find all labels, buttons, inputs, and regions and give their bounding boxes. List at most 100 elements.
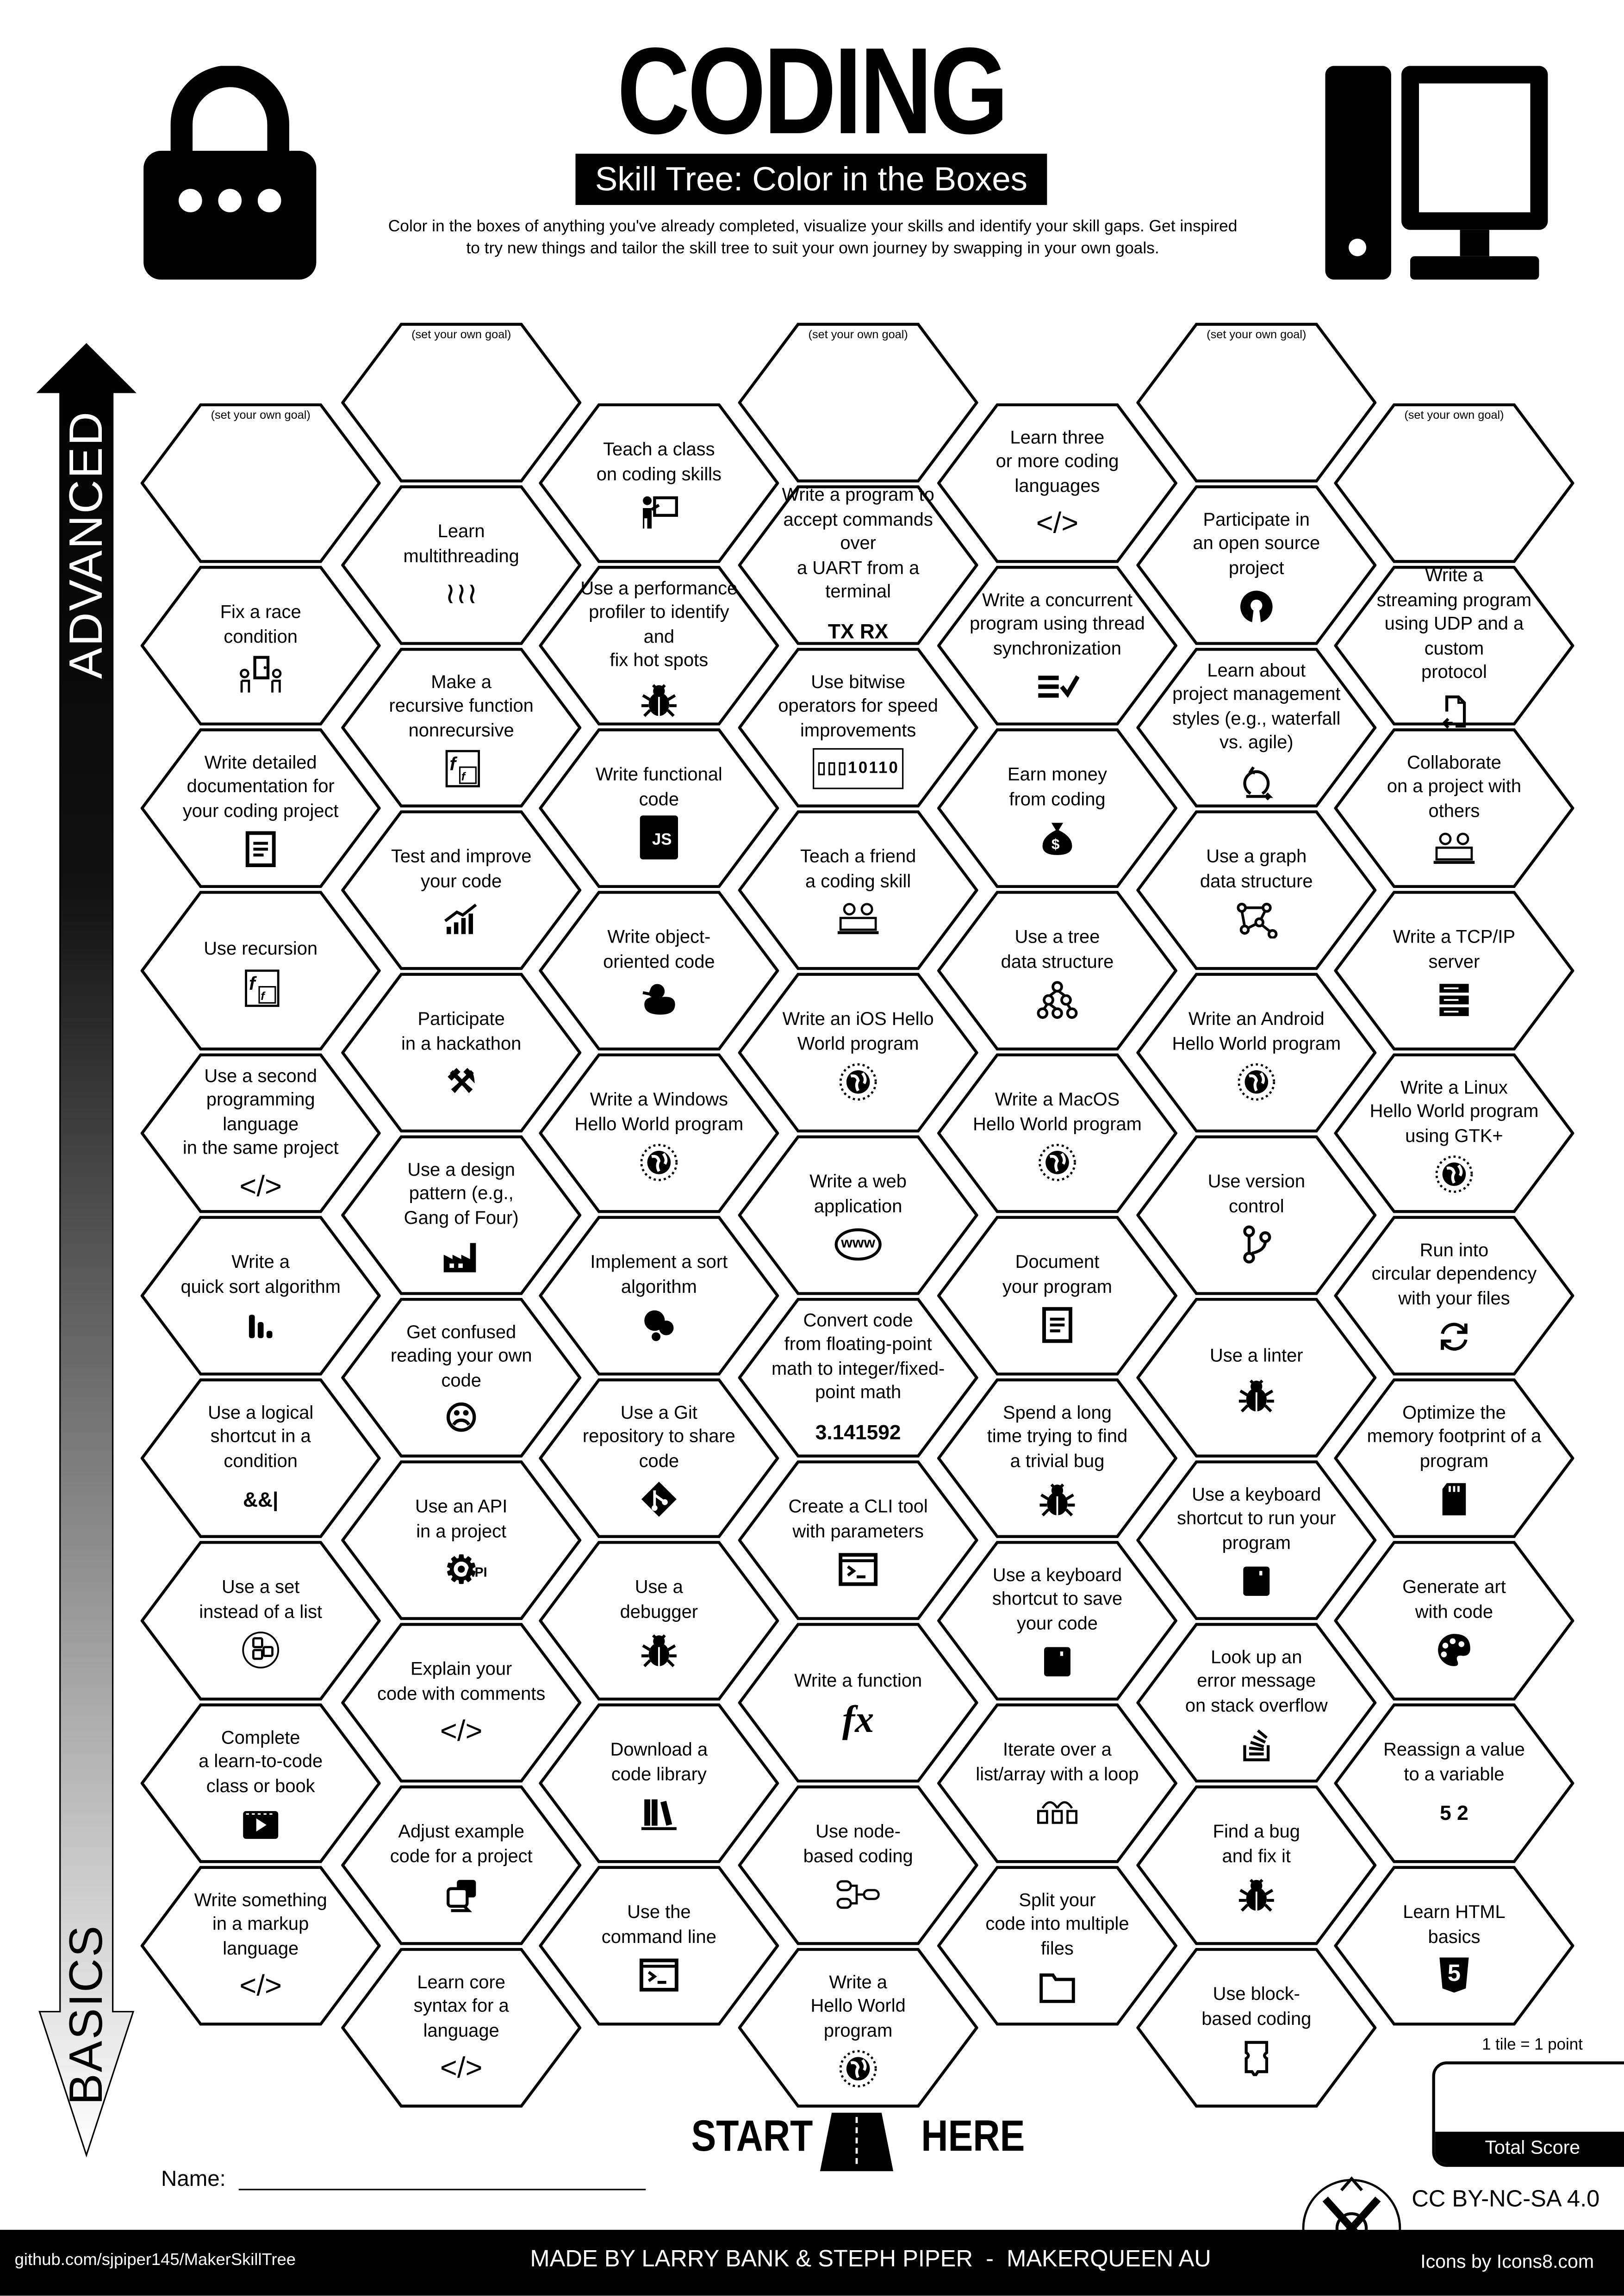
skill-tile[interactable]: Use a graph data structure (1136, 810, 1377, 971)
skill-tile[interactable]: Find a bug and fix it (1136, 1785, 1377, 1946)
sd-card-icon (1432, 1481, 1476, 1519)
skill-label: Use a tree data structure (1001, 926, 1114, 972)
key-icon (1234, 1563, 1278, 1601)
skill-tile[interactable]: Use a design pattern (e.g., Gang of Four… (341, 1135, 582, 1296)
description-line: Color in the boxes of anything you've al… (388, 218, 1238, 236)
hex-outline (1334, 1866, 1574, 2026)
skill-tile[interactable]: Use a set instead of a list (140, 1540, 381, 1701)
skill-tile[interactable]: Use a keyboard shortcut to save your cod… (937, 1540, 1177, 1701)
document-icon (239, 831, 283, 869)
skill-tile[interactable]: Write a web application www (738, 1135, 978, 1296)
skill-tile[interactable]: Download a code library (539, 1703, 779, 1864)
skill-tile[interactable]: Write a MacOS Hello World program (937, 1053, 1177, 1214)
skill-tile[interactable]: Create a CLI tool with parameters (738, 1460, 978, 1621)
skill-tile[interactable]: Write an Android Hello World program (1136, 972, 1377, 1133)
skill-label: Get confused reading your own code (390, 1322, 532, 1391)
skill-tile[interactable]: Reassign a value to a variable 5 2 (1334, 1703, 1574, 1864)
hex-outline (341, 1785, 582, 1945)
skill-tile[interactable]: Write a Windows Hello World program (539, 1053, 779, 1214)
skill-tile[interactable]: Split your code into multiple files (937, 1865, 1177, 2026)
skill-tile[interactable]: Write a Linux Hello World program using … (1334, 1053, 1574, 1214)
skill-tile[interactable]: Participate in an open source project (1136, 484, 1377, 645)
skill-tile[interactable]: Use a second programming language in the… (140, 1053, 381, 1214)
skill-tile[interactable]: Use a tree data structure (937, 890, 1177, 1051)
skill-tile[interactable]: Look up an error message on stack overfl… (1136, 1622, 1377, 1783)
skill-tile[interactable]: Document your program (937, 1215, 1177, 1376)
skill-label: Create a CLI tool with parameters (788, 1496, 928, 1541)
skill-tile[interactable]: Teach a class on coding skills (539, 403, 779, 564)
skill-tile[interactable]: Earn money from coding $ (937, 728, 1177, 889)
skill-tile[interactable]: Write a concurrent program using thread … (937, 565, 1177, 726)
skill-tile[interactable]: Write a TCP/IP server (1334, 890, 1574, 1051)
skill-tile[interactable]: Teach a friend a coding skill (738, 810, 978, 971)
difficulty-axis-arrow (36, 343, 137, 2158)
skill-tile[interactable]: Get confused reading your own code ☹ (341, 1297, 582, 1458)
skill-tile[interactable]: Participate in a hackathon ⚒ (341, 972, 582, 1133)
skill-tile[interactable]: Adjust example code for a project (341, 1785, 582, 1946)
skill-tile[interactable]: Learn HTML basics 5 (1334, 1865, 1574, 2026)
skill-tile[interactable]: Collaborate on a project with others (1334, 728, 1574, 889)
skill-tile[interactable]: Learn three or more coding languages </> (937, 403, 1177, 564)
hex-outline (1136, 648, 1377, 808)
skill-tile[interactable]: Use block- based coding (1136, 1947, 1377, 2108)
goal-tile[interactable]: (set your own goal) (1136, 322, 1377, 483)
skill-tile[interactable]: Write functional code JS (539, 728, 779, 889)
skill-tile[interactable]: Run into circular dependency with your f… (1334, 1215, 1574, 1376)
computer-icon (1325, 66, 1548, 280)
library-icon (637, 1793, 681, 1831)
skill-tile[interactable]: Use a linter (1136, 1297, 1377, 1458)
skill-tile[interactable]: Write a Hello World program (738, 1947, 978, 2108)
skill-tile[interactable]: Complete a learn-to-code class or book (140, 1703, 381, 1864)
skill-tile[interactable]: Use a keyboard shortcut to run your prog… (1136, 1460, 1377, 1621)
skill-tile[interactable]: Use a performance profiler to identify a… (539, 565, 779, 726)
skill-label: Write a web application (809, 1171, 907, 1216)
hex-outline (341, 1948, 582, 2108)
skill-tile[interactable]: Fix a race condition (140, 565, 381, 726)
skill-tile[interactable]: Write a program to accept commands over … (738, 484, 978, 645)
hex-outline (738, 485, 978, 645)
skill-tile[interactable]: Implement a sort algorithm (539, 1215, 779, 1376)
goal-tile[interactable]: (set your own goal) (1334, 403, 1574, 564)
goal-tile[interactable]: (set your own goal) (140, 403, 381, 564)
skill-tile[interactable]: Learn multithreading ≀≀≀ (341, 484, 582, 645)
skill-tile[interactable]: Spend a long time trying to find a trivi… (937, 1378, 1177, 1539)
skill-tile[interactable]: Explain your code with comments </> (341, 1622, 582, 1783)
goal-tile[interactable]: (set your own goal) (341, 322, 582, 483)
skill-label: Use a linter (1209, 1346, 1303, 1366)
skill-tile[interactable]: Use a logical shortcut in a condition &&| (140, 1378, 381, 1539)
skill-tile[interactable]: Make a recursive function nonrecursive f f (341, 647, 582, 808)
bug-icon (637, 1631, 681, 1669)
skill-tile[interactable]: Use an API in a project ⚙ API (341, 1460, 582, 1621)
goal-tile[interactable]: (set your own goal) (738, 322, 978, 483)
skill-tile[interactable]: Write a quick sort algorithm (140, 1215, 381, 1376)
skill-tile[interactable]: Use a Git repository to share code (539, 1378, 779, 1539)
total-score-box[interactable]: Total Score (1432, 2061, 1624, 2167)
skill-tile[interactable]: Write a streaming program using UDP and … (1334, 565, 1574, 729)
skill-tile[interactable]: Write object- oriented code (539, 890, 779, 1051)
skill-tile[interactable]: Use version control (1136, 1135, 1377, 1296)
skill-tile[interactable]: Write an iOS Hello World program (738, 972, 978, 1133)
name-field[interactable] (238, 2186, 646, 2191)
github-link[interactable]: github.com/sjpiper145/MakerSkillTree (14, 2252, 296, 2270)
sort-bars-icon (239, 1306, 283, 1344)
skill-tile[interactable]: Write detailed documentation for your co… (140, 728, 381, 889)
skill-tile[interactable]: Use a debugger (539, 1540, 779, 1701)
skill-tile[interactable]: Iterate over a list/array with a loop (937, 1703, 1177, 1864)
skill-label: Write a concurrent program using thread … (970, 590, 1145, 659)
factory-icon (439, 1237, 483, 1275)
skill-tile[interactable]: Use the command line (539, 1865, 779, 2026)
skill-tile[interactable]: Learn core syntax for a language </> (341, 1947, 582, 2108)
skill-tile[interactable]: Use bitwise operators for speed improvem… (738, 647, 978, 808)
hex-outline (1136, 1948, 1377, 2108)
hex-outline (539, 728, 779, 888)
skill-label: Write an iOS Hello World program (782, 1009, 934, 1054)
skill-tile[interactable]: Use node- based coding (738, 1785, 978, 1946)
skill-tile[interactable]: Test and improve your code (341, 810, 582, 971)
skill-tile[interactable]: Write something in a markup language </> (140, 1865, 381, 2026)
skill-tile[interactable]: Convert code from floating-point math to… (738, 1297, 978, 1458)
skill-tile[interactable]: Learn about project management styles (e… (1136, 647, 1377, 808)
skill-tile[interactable]: Use recursion f f (140, 890, 381, 1051)
skill-tile[interactable]: Generate art with code (1334, 1540, 1574, 1701)
skill-tile[interactable]: Optimize the memory footprint of a progr… (1334, 1378, 1574, 1539)
skill-tile[interactable]: Write a function fx (738, 1622, 978, 1783)
